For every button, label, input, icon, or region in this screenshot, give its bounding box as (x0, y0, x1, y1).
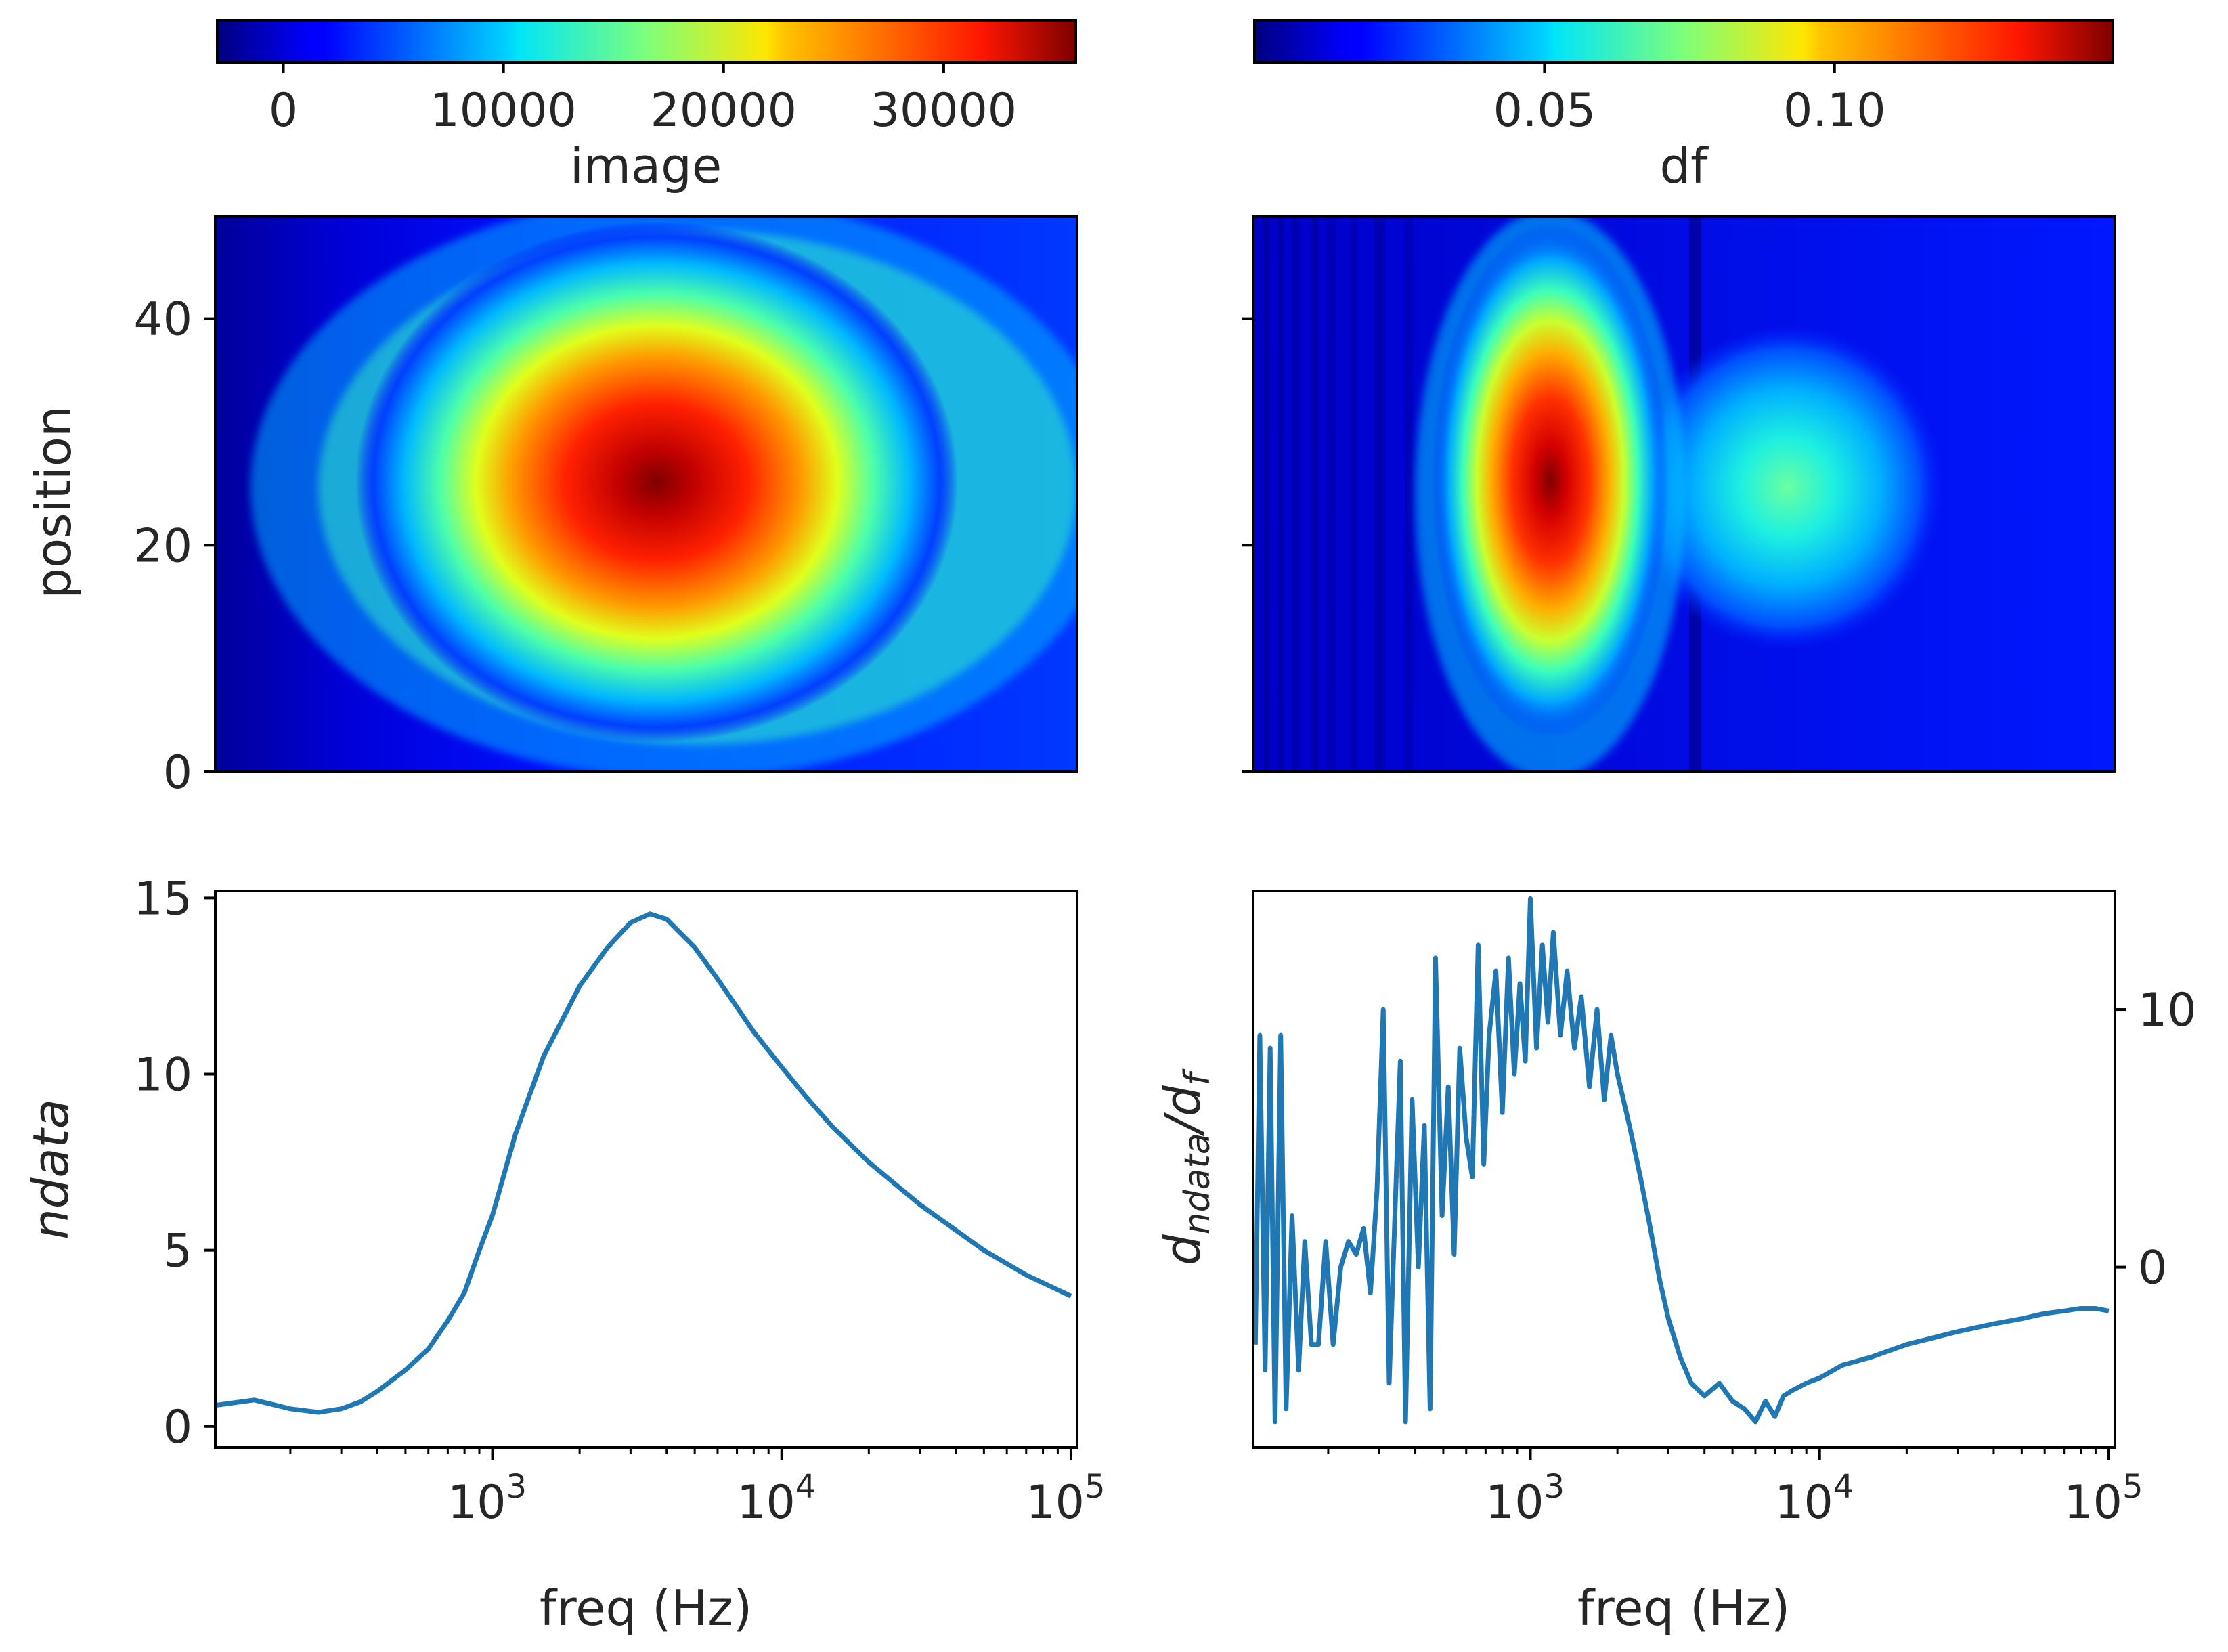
colorbar-df-tick-label: 0.05 (1493, 84, 1596, 137)
ndata-yticks: 0 5 10 15 (133, 872, 215, 1454)
ndata-series-line (215, 911, 1072, 1415)
panel-image: image position 0 20 40 (25, 137, 1078, 800)
derivative-xtick-base: 10 (1485, 1476, 1544, 1529)
derivative-xtick-exponent: 4 (1833, 1468, 1854, 1506)
ndata-ylabel: ndata (22, 1099, 79, 1240)
colorbar-image-tick-label: 20000 (651, 84, 797, 137)
df-yticks (1242, 317, 1253, 773)
ndata-xtick-exponent: 3 (506, 1468, 527, 1506)
panel-df: df (1242, 137, 2116, 773)
image-title: image (570, 137, 722, 194)
ndata-ytick-label: 0 (163, 1401, 192, 1454)
image-ytick-label: 40 (133, 293, 192, 347)
df-title: df (1659, 137, 1709, 194)
image-ylabel: position (25, 406, 82, 599)
derivative-xtick-exponent: 5 (2122, 1468, 2143, 1506)
colorbar-image-ticks: 0 10000 20000 30000 (269, 62, 1017, 137)
image-ytick-label: 0 (163, 746, 192, 800)
derivative-yticks: 0 10 (2115, 984, 2197, 1295)
ndata-xtick-label: 105 (1026, 1468, 1105, 1529)
colorbar-df-tick-label: 0.10 (1783, 84, 1885, 137)
colorbar-df: 0.05 0.10 (1253, 19, 2114, 137)
derivative-xtick-label: 105 (2063, 1468, 2143, 1529)
derivative-xtick-label: 103 (1485, 1468, 1565, 1529)
derivative-ytick-label: 10 (2138, 984, 2197, 1037)
derivative-xticks: 103 104 105 (1327, 1448, 2143, 1529)
ndata-xtick-label: 103 (447, 1468, 527, 1529)
derivative-ylabel-mid: /d (1154, 1085, 1211, 1137)
derivative-ylabel-sub1: ndata (1177, 1133, 1218, 1234)
ndata-xtick-exponent: 4 (795, 1468, 816, 1506)
image-yticks: 0 20 40 (133, 293, 215, 800)
ndata-xticks: 103 104 105 (289, 1448, 1105, 1529)
image-blob-core (355, 221, 958, 743)
ndata-xlabel: freq (Hz) (540, 1580, 752, 1636)
df-blob-core (1432, 223, 1669, 738)
panel-derivative: 103 104 105 010 freq (Hz) dndata/df (1154, 890, 2197, 1636)
ndata-xtick-base: 10 (737, 1476, 795, 1529)
derivative-series-line (1253, 896, 2110, 1425)
ndata-xtick-base: 10 (1026, 1476, 1085, 1529)
colorbar-df-ticks: 0.05 0.10 (1493, 62, 1885, 137)
ndata-xtick-label: 104 (737, 1468, 816, 1529)
derivative-ylabel: dndata/df (1154, 1068, 1218, 1265)
ndata-xtick-base: 10 (447, 1476, 506, 1529)
colorbar-image: 0 10000 20000 30000 (216, 19, 1077, 137)
derivative-ylabel-sub2: f (1177, 1068, 1218, 1085)
ndata-plot-area (215, 891, 1077, 1448)
colorbar-image-tick-label: 0 (269, 84, 298, 137)
colorbar-df-gradient (1254, 20, 2113, 62)
image-ytick-label: 20 (133, 519, 192, 573)
df-blob-right (1632, 325, 1943, 650)
derivative-xtick-label: 104 (1774, 1468, 1854, 1529)
derivative-xtick-exponent: 3 (1544, 1468, 1565, 1506)
ndata-ytick-label: 15 (133, 872, 192, 926)
derivative-xtick-base: 10 (1774, 1476, 1833, 1529)
colorbar-image-tick-label: 10000 (431, 84, 577, 137)
derivative-ylabel-main: d (1154, 1234, 1211, 1265)
colorbar-image-tick-label: 30000 (871, 84, 1017, 137)
ndata-ytick-label: 5 (163, 1225, 192, 1278)
ndata-ytick-label: 10 (133, 1049, 192, 1102)
derivative-xtick-base: 10 (2063, 1476, 2122, 1529)
derivative-xlabel: freq (Hz) (1577, 1580, 1790, 1636)
derivative-ytick-label: 0 (2138, 1242, 2167, 1295)
colorbar-image-gradient (217, 20, 1076, 62)
ndata-xtick-exponent: 5 (1085, 1468, 1106, 1506)
